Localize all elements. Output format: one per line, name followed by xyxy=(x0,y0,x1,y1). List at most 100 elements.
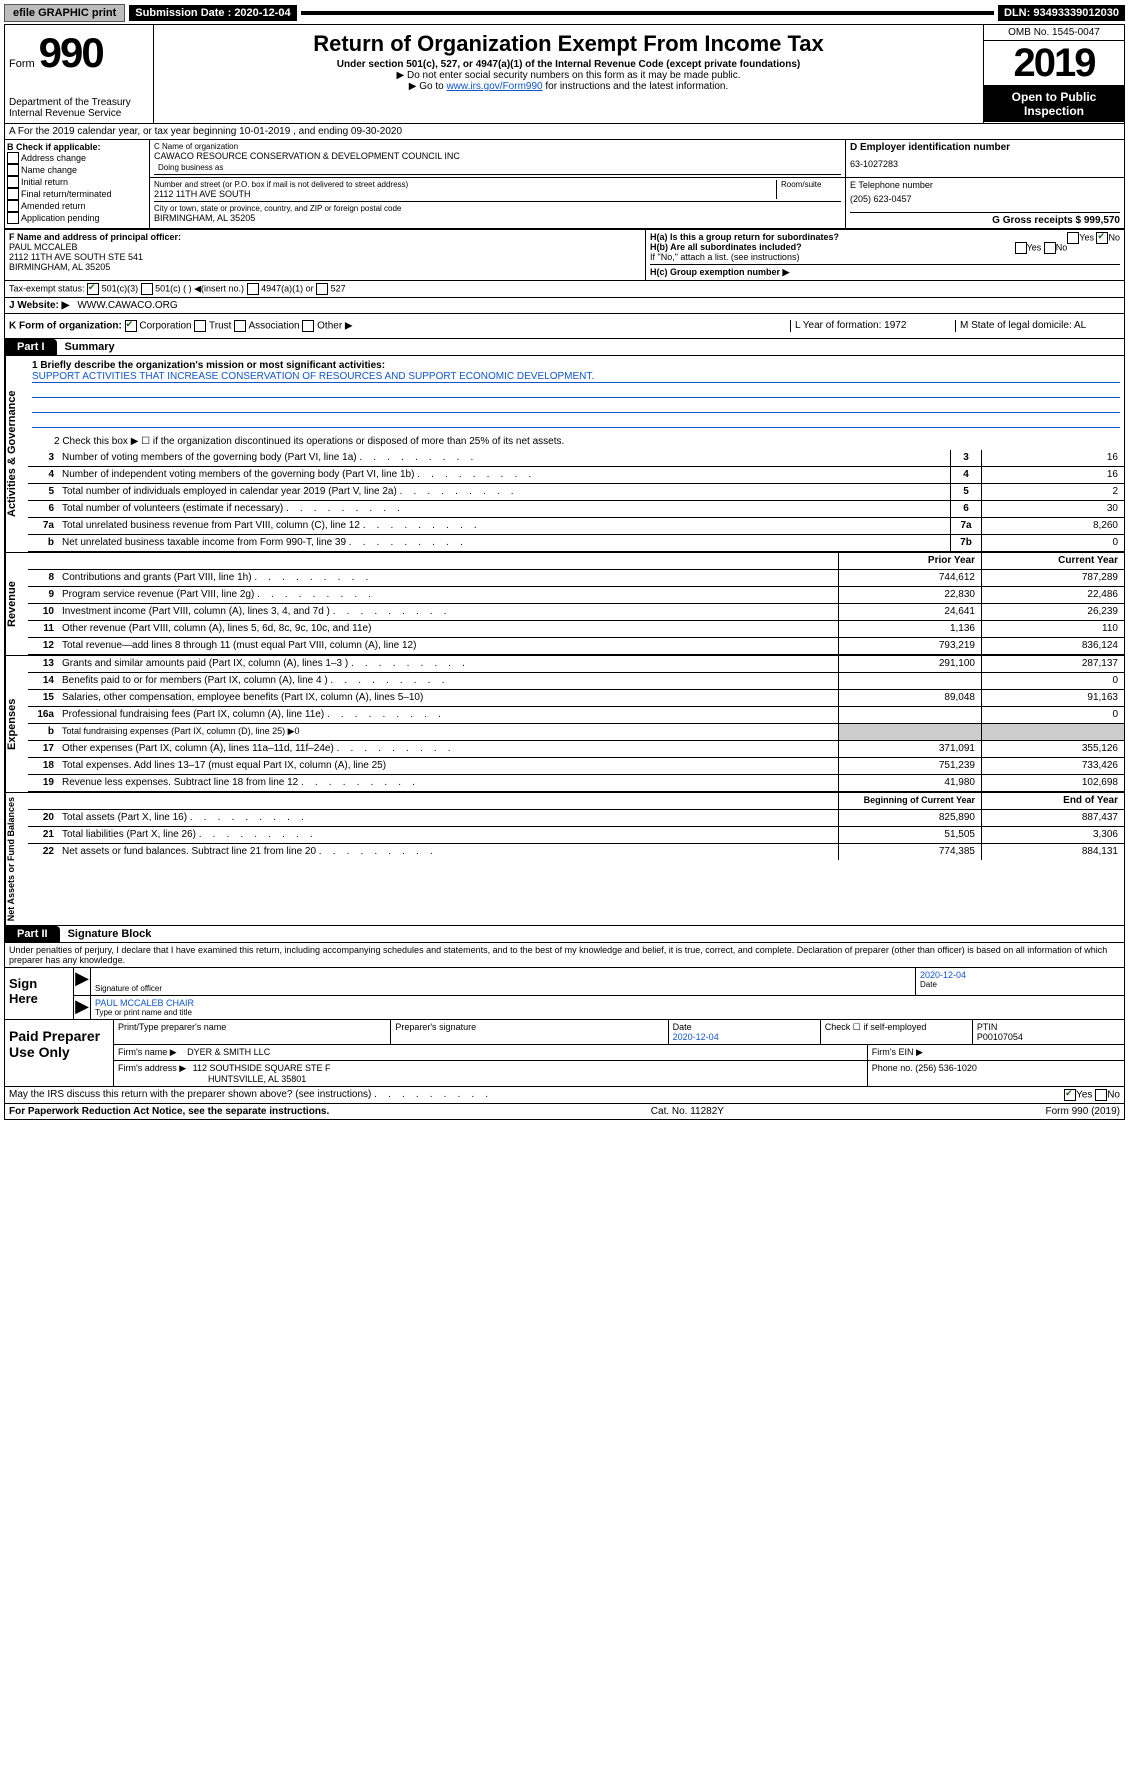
line7a-box: 7a xyxy=(950,518,981,534)
other-checkbox[interactable] xyxy=(302,320,314,332)
part-2-tab: Part II xyxy=(5,926,60,942)
line21-num: 21 xyxy=(28,827,58,843)
instructions-link[interactable]: www.irs.gov/Form990 xyxy=(446,81,542,92)
line10-num: 10 xyxy=(28,604,58,620)
side-activities-governance: Activities & Governance xyxy=(5,356,28,552)
prep-sig-header: Preparer's signature xyxy=(391,1020,668,1044)
form-title-box: Return of Organization Exempt From Incom… xyxy=(154,25,983,123)
line16a-desc: Professional fundraising fees (Part IX, … xyxy=(58,707,838,723)
line15-desc: Salaries, other compensation, employee b… xyxy=(58,690,838,706)
trust-checkbox[interactable] xyxy=(194,320,206,332)
line22-v1: 774,385 xyxy=(838,844,981,860)
ha-no-checkbox[interactable] xyxy=(1096,232,1108,244)
line1-value: SUPPORT ACTIVITIES THAT INCREASE CONSERV… xyxy=(32,371,1120,383)
address-change-label: Address change xyxy=(21,153,86,163)
firm-addr2: HUNTSVILLE, AL 35801 xyxy=(208,1074,863,1084)
org-info-block: C Name of organization CAWACO RESOURCE C… xyxy=(150,140,1124,228)
name-change-checkbox[interactable] xyxy=(7,164,19,176)
501c3-checkbox[interactable] xyxy=(87,283,99,295)
hb-yes-checkbox[interactable] xyxy=(1015,242,1027,254)
line19-desc: Revenue less expenses. Subtract line 18 … xyxy=(58,775,838,791)
4947-checkbox[interactable] xyxy=(247,283,259,295)
prep-name-header: Print/Type preparer's name xyxy=(114,1020,391,1044)
cat-number: Cat. No. 11282Y xyxy=(651,1106,724,1117)
discuss-yes-checkbox[interactable] xyxy=(1064,1089,1076,1101)
line16b-v2 xyxy=(981,724,1124,740)
final-return-checkbox[interactable] xyxy=(7,188,19,200)
assoc-checkbox[interactable] xyxy=(234,320,246,332)
firm-name-label: Firm's name ▶ xyxy=(118,1047,177,1057)
note2-post: for instructions and the latest informat… xyxy=(545,81,728,92)
sig-arrow-icon: ▶ xyxy=(74,968,90,995)
ha-yes-checkbox[interactable] xyxy=(1067,232,1079,244)
line1-label: 1 Briefly describe the organization's mi… xyxy=(32,360,1120,371)
line17-desc: Other expenses (Part IX, column (A), lin… xyxy=(58,741,838,757)
527-checkbox[interactable] xyxy=(316,283,328,295)
hb-no-checkbox[interactable] xyxy=(1044,242,1056,254)
part-1-tab: Part I xyxy=(5,339,57,355)
corp-checkbox[interactable] xyxy=(125,320,137,332)
line10-v1: 24,641 xyxy=(838,604,981,620)
sig-arrow-icon: ▶ xyxy=(74,996,90,1019)
line3-num: 3 xyxy=(28,450,58,466)
line14-v2: 0 xyxy=(981,673,1124,689)
paperwork-notice: For Paperwork Reduction Act Notice, see … xyxy=(9,1106,329,1117)
line17-num: 17 xyxy=(28,741,58,757)
group-return-block: H(a) Is this a group return for subordin… xyxy=(646,230,1124,280)
year-formation: L Year of formation: 1972 xyxy=(790,320,955,332)
top-bar: efile GRAPHIC print Submission Date : 20… xyxy=(4,4,1125,22)
part-1-header: Part I Summary xyxy=(5,339,1124,356)
part-2-header: Part II Signature Block xyxy=(5,926,1124,943)
line4-num: 4 xyxy=(28,467,58,483)
line16b-num: b xyxy=(28,724,58,740)
form-title: Return of Organization Exempt From Incom… xyxy=(158,31,979,57)
org-name: CAWACO RESOURCE CONSERVATION & DEVELOPME… xyxy=(154,151,841,161)
line16a-num: 16a xyxy=(28,707,58,723)
501c-checkbox[interactable] xyxy=(141,283,153,295)
501c-label: 501(c) ( ) ◀(insert no.) xyxy=(155,283,244,293)
line12-num: 12 xyxy=(28,638,58,654)
ein-value: 63-1027283 xyxy=(850,159,1120,169)
line9-v2: 22,486 xyxy=(981,587,1124,603)
line5-val: 2 xyxy=(981,484,1124,500)
address-change-checkbox[interactable] xyxy=(7,152,19,164)
form-number: 990 xyxy=(39,29,103,77)
tax-year: 2019 xyxy=(984,41,1124,86)
dln: DLN: 93493339012030 xyxy=(998,5,1125,21)
discuss-yes: Yes xyxy=(1076,1090,1092,1101)
tax-status-label: Tax-exempt status: xyxy=(9,283,85,293)
discuss-no-checkbox[interactable] xyxy=(1095,1089,1107,1101)
note2-pre: ▶ Go to xyxy=(409,81,447,92)
ha-yes: Yes xyxy=(1079,232,1094,242)
application-pending-checkbox[interactable] xyxy=(7,212,19,224)
line21-v1: 51,505 xyxy=(838,827,981,843)
firm-addr-label: Firm's address ▶ xyxy=(118,1063,186,1073)
line5-box: 5 xyxy=(950,484,981,500)
form-footer: Form 990 (2019) xyxy=(1046,1106,1120,1117)
blank-line xyxy=(32,400,1120,413)
firm-phone: Phone no. (256) 536-1020 xyxy=(868,1061,1124,1086)
amended-return-checkbox[interactable] xyxy=(7,200,19,212)
department-label: Department of the Treasury Internal Reve… xyxy=(9,97,149,119)
line8-desc: Contributions and grants (Part VIII, lin… xyxy=(58,570,838,586)
line3-val: 16 xyxy=(981,450,1124,466)
line19-v1: 41,980 xyxy=(838,775,981,791)
line3-box: 3 xyxy=(950,450,981,466)
sign-here-label: Sign Here xyxy=(5,968,73,1019)
efile-print-button[interactable]: efile GRAPHIC print xyxy=(4,4,125,22)
assoc-label: Association xyxy=(248,321,299,332)
name-change-label: Name change xyxy=(21,165,77,175)
line22-desc: Net assets or fund balances. Subtract li… xyxy=(58,844,838,860)
initial-return-checkbox[interactable] xyxy=(7,176,19,188)
paid-preparer-label: Paid Preparer Use Only xyxy=(5,1020,113,1086)
line11-v1: 1,136 xyxy=(838,621,981,637)
line16a-v1 xyxy=(838,707,981,723)
prep-date-header: Date xyxy=(673,1022,816,1032)
officer-name: PAUL MCCALEB xyxy=(9,242,641,252)
line7b-desc: Net unrelated business taxable income fr… xyxy=(58,535,950,551)
discuss-no: No xyxy=(1107,1090,1120,1101)
side-expenses: Expenses xyxy=(5,656,28,792)
line11-desc: Other revenue (Part VIII, column (A), li… xyxy=(58,621,838,637)
line6-num: 6 xyxy=(28,501,58,517)
line6-box: 6 xyxy=(950,501,981,517)
